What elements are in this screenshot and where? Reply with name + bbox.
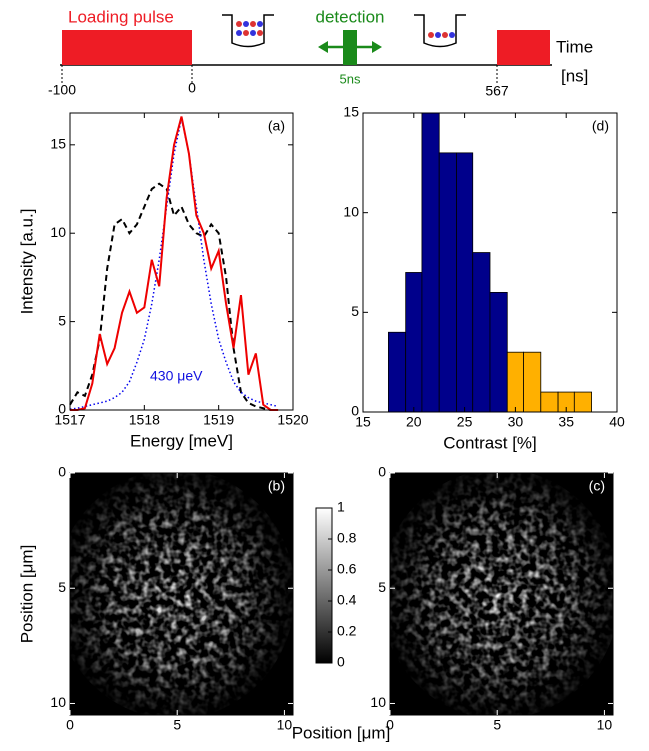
y-tick-label: 0 [378, 464, 386, 480]
x-tick-label: 5 [493, 717, 501, 733]
time-axis-label: Time [556, 37, 593, 56]
x-tick-label: 0 [386, 717, 394, 733]
bar [540, 391, 559, 413]
y-axis-label: Intensity [a.u.] [17, 209, 36, 315]
pulse-label: Loading pulse [68, 7, 174, 26]
y-tick-label: 1 [337, 499, 345, 515]
plot-frame [69, 472, 294, 716]
time-tick-label: -100 [48, 82, 76, 98]
x-tick-label: 15 [355, 414, 371, 430]
y-tick-label: 10 [370, 694, 386, 710]
time-unit-label: [ns] [561, 66, 588, 85]
y-axis-label: Position [μm] [17, 545, 36, 644]
data-line [70, 116, 279, 411]
detection-label: detection [316, 7, 385, 26]
bar [506, 351, 524, 413]
x-axis-label: Energy [meV] [130, 431, 233, 450]
trap-icon [414, 14, 466, 48]
y-tick-label: 0.2 [337, 623, 357, 639]
x-tick-label: 1518 [129, 412, 160, 428]
y-tick-label: 5 [378, 579, 386, 595]
y-tick-label: 0.6 [337, 561, 357, 577]
y-tick-label: 5 [351, 303, 359, 319]
y-tick-label: 15 [343, 104, 359, 120]
detection-arrows [318, 41, 382, 53]
y-tick-label: 0 [351, 403, 359, 419]
y-tick-label: 10 [50, 224, 66, 240]
plot-frame [362, 112, 618, 413]
detection-width-label: 5ns [340, 71, 361, 86]
bar [489, 291, 508, 413]
y-tick-label: 10 [50, 694, 66, 710]
panel-label: (d) [592, 118, 609, 134]
bar [456, 152, 474, 413]
y-tick-label: 5 [58, 312, 66, 328]
x-tick-label: 40 [609, 414, 625, 430]
x-axis-label: Contrast [%] [443, 433, 537, 452]
trap-icon [222, 14, 274, 48]
x-tick-label: 35 [558, 414, 574, 430]
bar [421, 112, 440, 413]
x-tick-label: 1517 [54, 412, 85, 428]
time-tick-label: 0 [188, 80, 196, 96]
panel-label: (a) [268, 118, 285, 134]
x-tick-label: 10 [597, 717, 613, 733]
bar [573, 391, 593, 413]
bar [472, 252, 491, 413]
x-tick-label: 25 [457, 414, 473, 430]
y-tick-label: 15 [50, 136, 66, 152]
timeline: Loading pulse -100 0 567 Time [ns] detec… [48, 7, 593, 98]
panel-label: (c) [589, 478, 605, 494]
x-tick-label: 20 [406, 414, 422, 430]
plot-frame [69, 112, 294, 411]
y-tick-label: 0.4 [337, 592, 357, 608]
bar [405, 272, 423, 413]
y-tick-label: 5 [58, 579, 66, 595]
x-axis-label: Position [μm] [292, 723, 391, 742]
speckle [70, 473, 613, 715]
y-tick-label: 0 [58, 464, 66, 480]
x-tick-label: 1519 [203, 412, 234, 428]
y-tick-label: 10 [343, 203, 359, 219]
y-tick-label: 0 [58, 401, 66, 417]
x-tick-label: 30 [508, 414, 524, 430]
plot-frame [315, 507, 333, 664]
y-tick-label: 0.8 [337, 530, 357, 546]
bar [387, 331, 407, 413]
loading-pulse [62, 30, 192, 65]
bar [523, 351, 542, 413]
panel-label: (b) [268, 478, 285, 494]
x-tick-label: 10 [277, 717, 293, 733]
x-tick-label: 0 [66, 717, 74, 733]
plot-frame [389, 472, 614, 716]
time-tick-label: 567 [485, 83, 509, 99]
annotation: 430 μeV [150, 368, 203, 384]
x-tick-label: 1520 [277, 412, 308, 428]
y-tick-label: 0 [337, 654, 345, 670]
second-pulse [497, 30, 550, 65]
x-tick-label: 5 [173, 717, 181, 733]
colorbar-gradient [315, 507, 333, 664]
bar [438, 152, 457, 413]
data-line [69, 118, 279, 410]
